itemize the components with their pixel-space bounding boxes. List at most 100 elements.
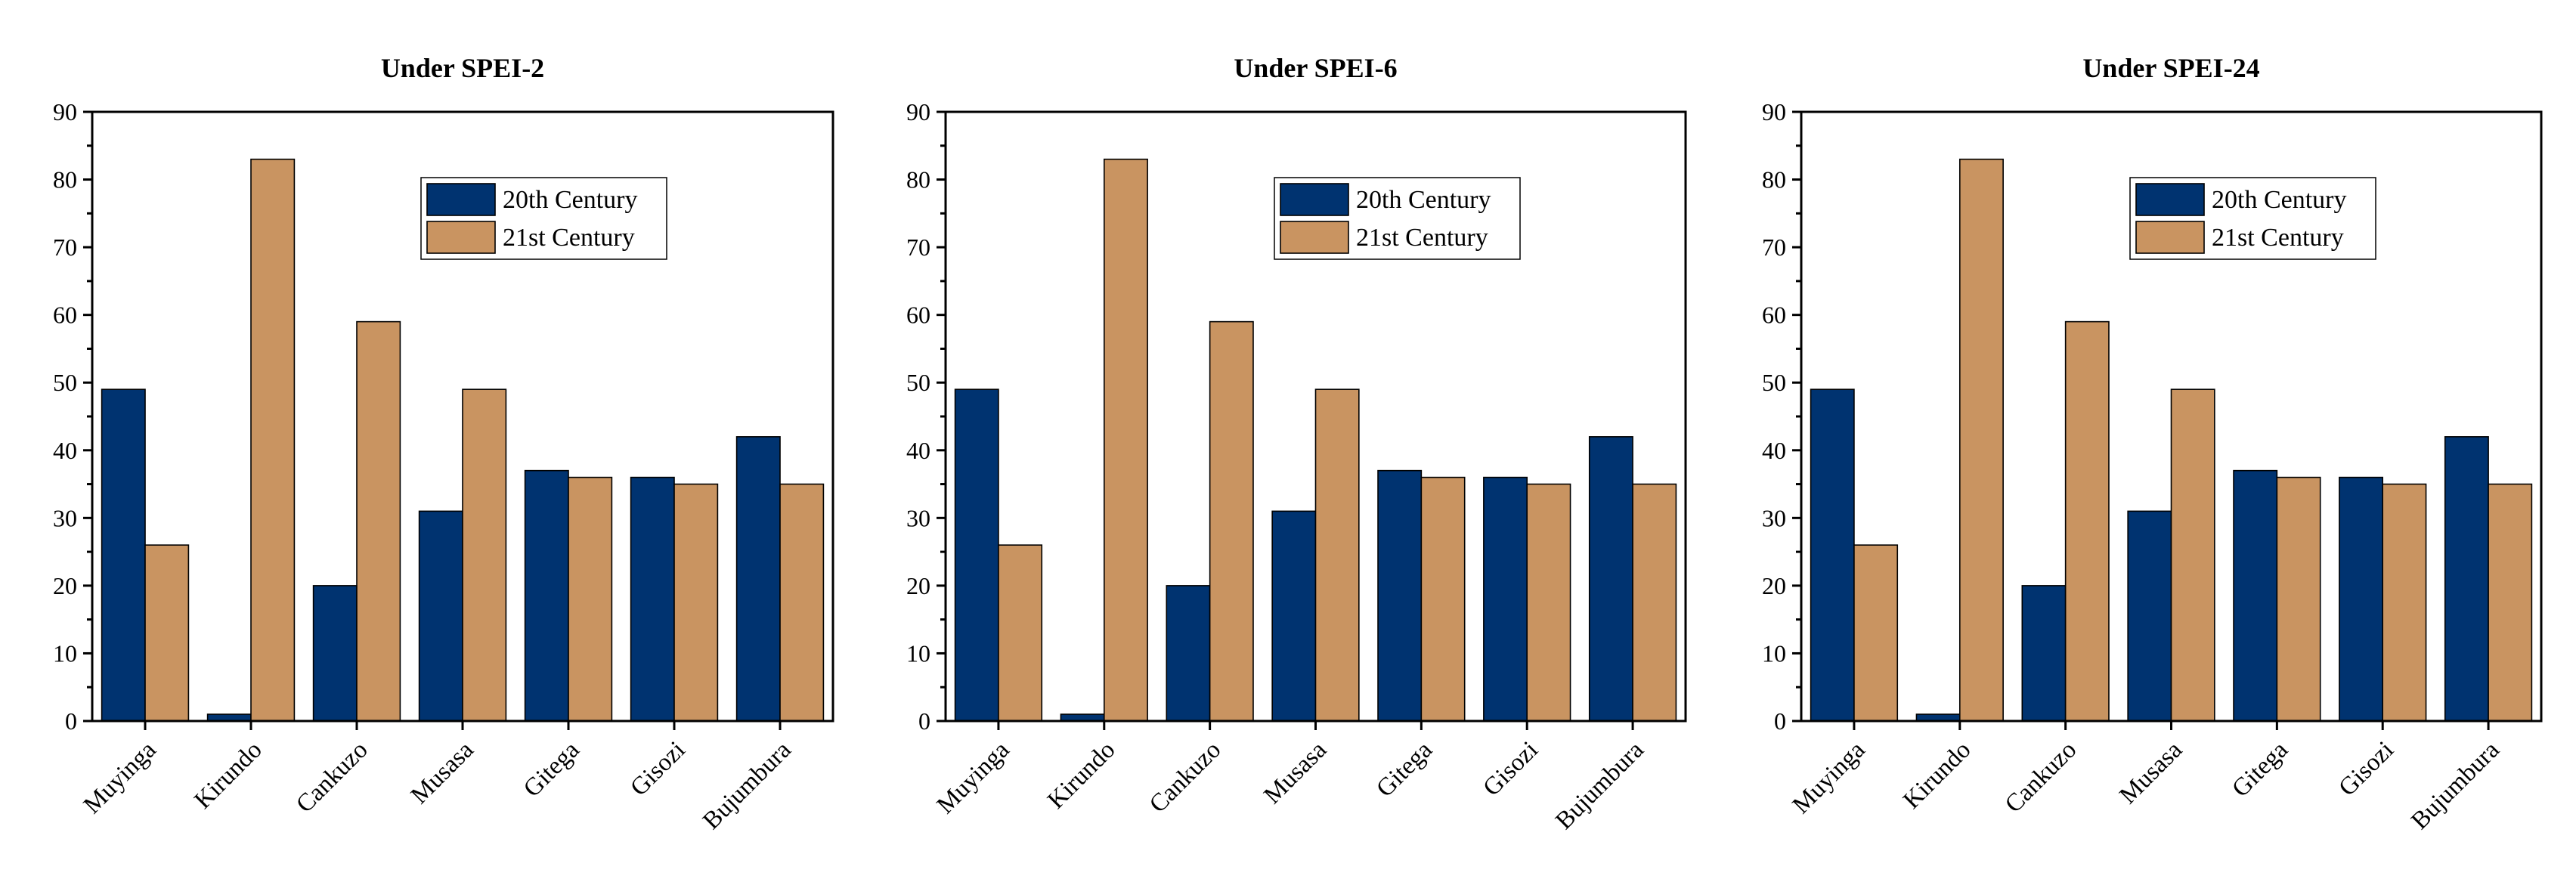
bar-20th-gitega	[524, 469, 569, 722]
bar-21st-kirundo	[1103, 158, 1148, 722]
bar-20th-muyinga	[1810, 388, 1855, 722]
legend-swatch-20th	[2135, 183, 2205, 216]
chart-panel-3: Under SPEI-24 0 10 20 30 40 50 60 70 80 90 Muyinga K…	[1762, 53, 2543, 835]
category-label-gitega: Gitega	[1371, 736, 1438, 803]
legend-swatch-20th	[426, 183, 496, 216]
bar-20th-gisozi	[630, 476, 675, 722]
category-label-bujumbura: Bujumbura	[698, 736, 797, 835]
bar-20th-bujumbura	[735, 436, 781, 722]
y-tick-label: 50	[53, 369, 77, 396]
bar-20th-gitega	[2233, 469, 2278, 722]
category-label-gitega: Gitega	[2227, 736, 2293, 803]
chart-title: Under SPEI-6	[1234, 53, 1397, 83]
y-tick-label: 10	[1762, 639, 1786, 667]
y-tick-label: 0	[918, 707, 930, 735]
category-label-muyinga: Muyinga	[1788, 736, 1871, 819]
category-label-musasa: Musasa	[2114, 736, 2187, 809]
bar-21st-muyinga	[1853, 544, 1899, 722]
category-label-gisozi: Gisozi	[1478, 736, 1543, 801]
bar-21st-muyinga	[144, 544, 190, 722]
bar-20th-gisozi	[2339, 476, 2384, 722]
category-label-kirundo: Kirundo	[1898, 736, 1976, 814]
category-label-muyinga: Muyinga	[79, 736, 162, 819]
bar-21st-cankuzo	[356, 320, 401, 722]
y-tick-label: 20	[1762, 572, 1786, 599]
bar-21st-gisozi	[1526, 483, 1571, 722]
y-tick-label: 10	[906, 639, 930, 667]
y-tick-label: 0	[65, 707, 77, 735]
category-label-bujumbura: Bujumbura	[2406, 736, 2505, 835]
bars	[954, 158, 1677, 722]
bar-21st-cankuzo	[1209, 320, 1254, 722]
bars	[1810, 158, 2533, 722]
bar-21st-bujumbura	[779, 483, 825, 722]
bar-20th-musasa	[1271, 510, 1317, 722]
category-label-bujumbura: Bujumbura	[1550, 736, 1649, 835]
bar-20th-musasa	[2127, 510, 2172, 722]
legend: 20th Century 21st Century	[420, 177, 667, 260]
bar-21st-bujumbura	[1632, 483, 1677, 722]
category-label-gisozi: Gisozi	[625, 736, 690, 801]
y-tick-label: 0	[1774, 707, 1786, 735]
legend-swatch-20th	[1280, 183, 1349, 216]
bar-21st-kirundo	[250, 158, 296, 722]
y-tick-label: 30	[53, 504, 77, 531]
legend-swatch-21st	[2135, 221, 2205, 254]
y-tick-label: 80	[906, 166, 930, 193]
bar-21st-musasa	[2170, 388, 2215, 722]
y-tick-label: 20	[906, 572, 930, 599]
bar-20th-muyinga	[101, 388, 146, 722]
legend-label-21st: 21st Century	[2212, 224, 2344, 252]
legend-swatch-21st	[426, 221, 496, 254]
y-tick-label: 50	[1762, 369, 1786, 396]
bar-20th-cankuzo	[2021, 585, 2067, 722]
legend-swatch-21st	[1280, 221, 1349, 254]
bar-20th-musasa	[418, 510, 463, 722]
chart-panel-2: Under SPEI-6 0 10 20 30 40 50 60 70 80 90 Muyinga Ki…	[906, 53, 1687, 835]
legend: 20th Century 21st Century	[1274, 177, 1521, 260]
bar-20th-cankuzo	[1166, 585, 1211, 722]
bar-21st-gitega	[2276, 476, 2321, 722]
y-tick-label: 40	[53, 437, 77, 464]
y-tick-label: 60	[1762, 302, 1786, 329]
bar-20th-bujumbura	[2444, 436, 2489, 722]
y-tick-label: 80	[53, 166, 77, 193]
bar-21st-muyinga	[998, 544, 1043, 722]
y-tick-label: 70	[906, 234, 930, 261]
bar-20th-muyinga	[954, 388, 999, 722]
chart-title: Under SPEI-2	[381, 53, 544, 83]
y-tick-label: 80	[1762, 166, 1786, 193]
bar-20th-cankuzo	[312, 585, 358, 722]
chart-panel-1: Under SPEI-2 0 10 20 30 40 50 60 70 80 90 Muyinga Ki…	[53, 53, 834, 835]
category-label-musasa: Musasa	[1259, 736, 1332, 809]
category-label-musasa: Musasa	[406, 736, 479, 809]
bar-21st-musasa	[1314, 388, 1360, 722]
bar-21st-musasa	[462, 388, 507, 722]
bar-21st-gitega	[1420, 476, 1466, 722]
category-label-cankuzo: Cankuzo	[1144, 736, 1226, 818]
y-tick-label: 30	[1762, 504, 1786, 531]
bar-21st-kirundo	[1958, 158, 2004, 722]
legend-label-21st: 21st Century	[503, 224, 635, 252]
y-tick-label: 90	[53, 98, 77, 125]
y-tick-label: 10	[53, 639, 77, 667]
legend-label-20th: 20th Century	[503, 186, 637, 214]
y-tick-label: 50	[906, 369, 930, 396]
chart-title: Under SPEI-24	[2082, 53, 2259, 83]
bar-20th-gisozi	[1483, 476, 1528, 722]
category-label-kirundo: Kirundo	[189, 736, 267, 814]
y-tick-label: 40	[1762, 437, 1786, 464]
bar-20th-bujumbura	[1588, 436, 1633, 722]
y-tick-label: 60	[53, 302, 77, 329]
category-label-gisozi: Gisozi	[2333, 736, 2398, 801]
y-tick-label: 30	[906, 504, 930, 531]
category-label-kirundo: Kirundo	[1042, 736, 1120, 814]
bar-21st-gisozi	[673, 483, 719, 722]
bar-21st-bujumbura	[2488, 483, 2533, 722]
bars	[101, 158, 825, 722]
category-label-gitega: Gitega	[519, 736, 585, 803]
legend-label-20th: 20th Century	[1356, 186, 1491, 214]
y-tick-label: 60	[906, 302, 930, 329]
category-label-muyinga: Muyinga	[932, 736, 1015, 819]
